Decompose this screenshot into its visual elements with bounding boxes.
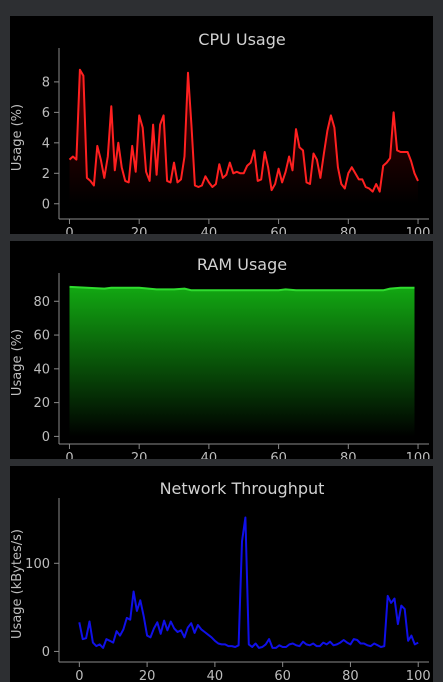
cpu-chart: CPU Usage Usage (%) 0 20 40 60 80 100 0 2 4 6 8 (10, 30, 431, 234)
y-tick-label: 2 (42, 167, 50, 182)
y-tick-label: 0 (42, 645, 50, 660)
network-chart: Network Throughput Usage (kBytes/s) 0 20 40 6… (10, 479, 431, 682)
y-tick-label: 20 (33, 396, 50, 411)
x-tick-label: 20 (131, 226, 148, 234)
y-tick-label: 40 (33, 362, 50, 377)
series-line (68, 68, 419, 193)
x-tick-label: 0 (75, 669, 83, 682)
chart-title: Network Throughput (160, 479, 325, 498)
y-axis-label: Usage (%) (10, 104, 25, 171)
ram-chart-panel: RAM Usage Usage (%) 0 20 40 60 80 100 0 20 40 60 80 (10, 241, 433, 459)
x-tick-label: 80 (342, 669, 359, 682)
cpu-chart-panel: CPU Usage Usage (%) 0 20 40 60 80 100 0 2 4 6 8 (10, 16, 433, 234)
y-axis-label: Usage (kBytes/s) (10, 529, 25, 639)
series-area (69, 69, 418, 204)
y-tick-label: 6 (42, 106, 50, 121)
series-line (69, 285, 415, 292)
x-tick-label: 80 (340, 226, 357, 234)
x-tick-label: 60 (270, 226, 287, 234)
ram-chart: RAM Usage Usage (%) 0 20 40 60 80 100 0 20 40 60 80 (10, 255, 431, 459)
x-tick-label: 40 (207, 669, 224, 682)
y-tick-label: 0 (42, 430, 50, 445)
x-tick-label: 100 (406, 451, 431, 459)
x-tick-label: 60 (270, 451, 287, 459)
series-area (69, 286, 415, 437)
x-tick-label: 40 (201, 226, 218, 234)
y-tick-label: 100 (25, 557, 50, 572)
x-tick-label: 40 (201, 451, 218, 459)
chart-title: RAM Usage (197, 255, 287, 274)
x-tick-label: 80 (340, 451, 357, 459)
x-tick-label: 0 (65, 451, 73, 459)
x-tick-label: 100 (406, 669, 431, 682)
x-tick-label: 60 (274, 669, 291, 682)
y-tick-label: 8 (42, 75, 50, 90)
y-tick-label: 60 (33, 329, 50, 344)
y-axis-label: Usage (%) (10, 329, 25, 396)
x-tick-label: 100 (406, 226, 431, 234)
network-chart-panel: Network Throughput Usage (kBytes/s) 0 20 40 6… (10, 466, 433, 682)
x-tick-label: 20 (131, 451, 148, 459)
chart-title: CPU Usage (198, 30, 285, 49)
y-tick-label: 0 (42, 197, 50, 212)
y-tick-label: 4 (42, 136, 50, 151)
y-tick-label: 80 (33, 295, 50, 310)
series-line (78, 516, 419, 649)
x-tick-label: 0 (65, 226, 73, 234)
x-tick-label: 20 (139, 669, 156, 682)
